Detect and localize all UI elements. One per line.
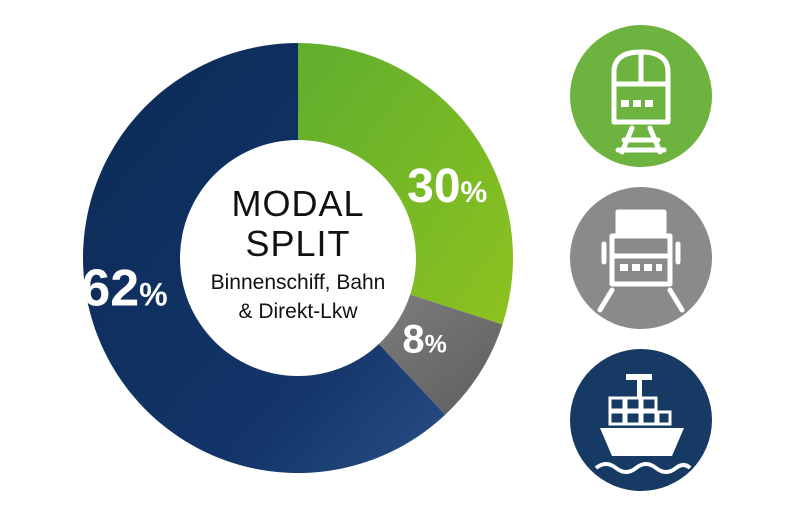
ship-icon xyxy=(594,374,692,474)
center-title-line-1: MODAL xyxy=(231,183,364,224)
center-subtitle-line-2: & Direkt-Lkw xyxy=(238,300,358,323)
label-bahn: 30% xyxy=(407,160,487,213)
train-light xyxy=(621,100,629,107)
donut-hole xyxy=(180,140,416,376)
truck-light xyxy=(620,264,628,271)
truck-light xyxy=(644,264,652,271)
segment-labels: 30% 8% 62% xyxy=(81,160,487,361)
label-binnenschiff: 62% xyxy=(81,260,167,318)
truck-legend-item xyxy=(570,187,712,329)
center-title-line-2: SPLIT xyxy=(245,223,350,264)
ship-legend-item xyxy=(570,349,712,491)
label-direkt-lkw: 8% xyxy=(402,317,446,361)
center-subtitle-line-1: Binnenschiff, Bahn xyxy=(211,271,386,294)
truck-light xyxy=(656,264,662,271)
train-light xyxy=(645,100,653,107)
train-light xyxy=(633,100,641,107)
truck-light xyxy=(632,264,640,271)
train-legend-item xyxy=(570,25,712,167)
center-label: MODAL SPLIT Binnenschiff, Bahn & Direkt-… xyxy=(211,183,386,323)
train-icon-circle xyxy=(570,25,712,167)
truck-icon xyxy=(597,209,685,313)
train-icon xyxy=(611,49,671,155)
